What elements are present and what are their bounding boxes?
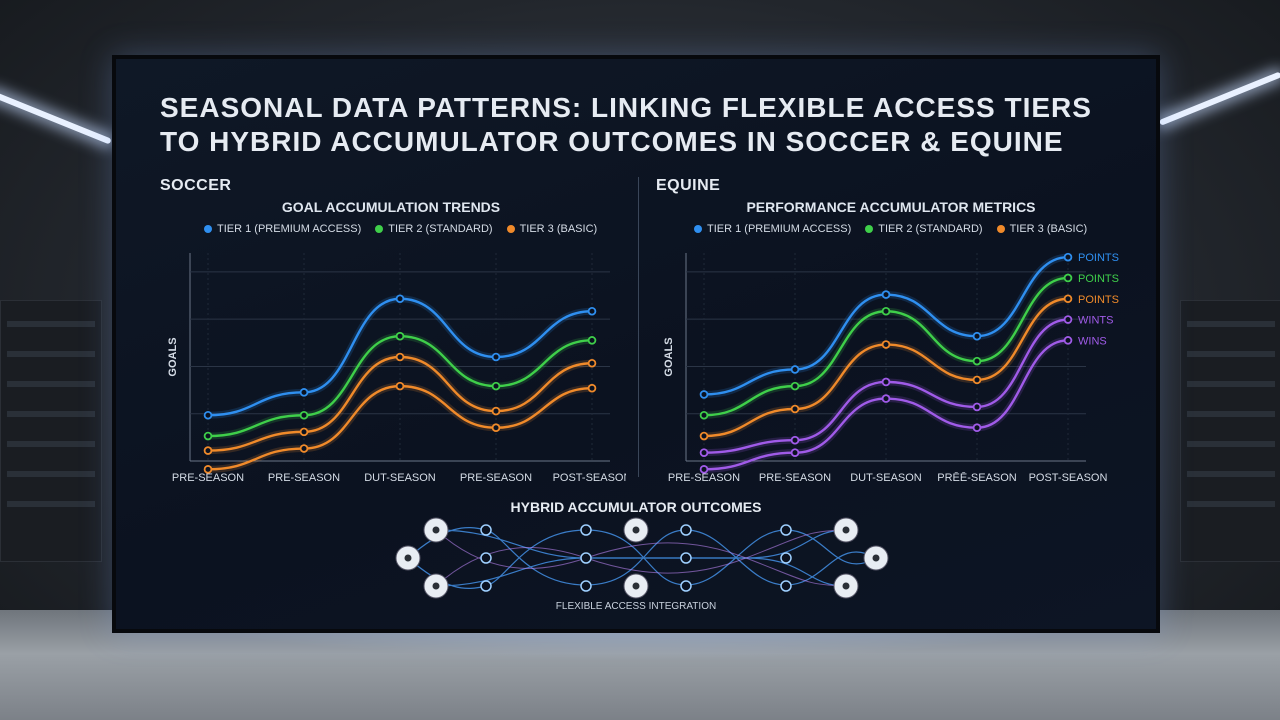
- data-point: [395, 331, 405, 341]
- page-title: SEASONAL DATA PATTERNS: LINKING FLEXIBLE…: [160, 92, 1092, 157]
- section-divider: [638, 177, 639, 477]
- x-tick-label: PRE-SEASON: [759, 472, 831, 484]
- data-point: [1063, 252, 1073, 262]
- data-point: [881, 306, 891, 316]
- data-point: [881, 377, 891, 387]
- legend-item-tier3: TIER 3 (BASIC): [996, 223, 1087, 235]
- hybrid-outcomes-title: HYBRID ACCUMULATOR OUTCOMES: [510, 499, 762, 515]
- equine-section-label: EQUINE: [656, 177, 721, 194]
- y-axis-label: GOALS: [663, 337, 675, 376]
- data-point: [299, 388, 309, 397]
- data-point: [972, 356, 982, 366]
- data-point: [972, 375, 982, 385]
- hybrid-network-diagram: [395, 517, 889, 599]
- server-rack-left: [0, 300, 102, 562]
- data-point: [203, 410, 213, 420]
- legend-item-tier1: TIER 1 (PREMIUM ACCESS): [204, 223, 361, 235]
- data-point: [972, 331, 982, 341]
- data-point: [699, 465, 709, 474]
- data-point: [395, 352, 405, 362]
- series-end-label: WINTS: [1078, 315, 1113, 327]
- data-point: [491, 423, 501, 433]
- x-tick-label: DUT-SEASON: [850, 472, 922, 484]
- data-point: [203, 465, 213, 474]
- x-tick-label: PRE-SEASON: [668, 472, 740, 484]
- data-point: [395, 294, 405, 304]
- data-point: [1063, 336, 1073, 345]
- data-point: [972, 423, 982, 433]
- data-point: [491, 406, 501, 416]
- legend-item-tier2: TIER 2 (STANDARD): [375, 223, 493, 235]
- legend-item-tier2: TIER 2 (STANDARD): [865, 223, 983, 235]
- x-tick-label: PRE-SEASON: [460, 472, 532, 484]
- x-tick-label: DUT-SEASON: [364, 472, 436, 484]
- x-tick-label: POST-SEASON: [553, 472, 626, 484]
- data-point: [699, 390, 709, 399]
- series-end-label: WINS: [1078, 335, 1107, 347]
- x-tick-label: POST-SEASON: [1029, 472, 1108, 484]
- data-point: [587, 306, 597, 316]
- legend-item-tier1: TIER 1 (PREMIUM ACCESS): [694, 223, 851, 235]
- data-point: [299, 410, 309, 420]
- data-point: [1063, 294, 1073, 304]
- series-end-label: POINTS: [1078, 273, 1119, 285]
- data-point: [790, 448, 800, 457]
- data-point: [790, 435, 800, 445]
- legend-item-tier3: TIER 3 (BASIC): [506, 223, 597, 235]
- data-point: [881, 394, 891, 403]
- display-screen: SEASONAL DATA PATTERNS: LINKING FLEXIBLE…: [112, 55, 1160, 633]
- data-point: [203, 431, 213, 441]
- soccer-goal-chart: GOALS PRE-SEASON PRE-SEASON DUT-SEASON PRE-S…: [167, 253, 626, 484]
- x-tick-label: PRĒĒ-SEASON: [937, 472, 1017, 484]
- data-point: [299, 444, 309, 453]
- data-point: [881, 290, 891, 299]
- data-point: [491, 381, 501, 391]
- data-point: [203, 446, 213, 455]
- data-point: [699, 448, 709, 457]
- data-point: [395, 381, 405, 391]
- data-point: [587, 336, 597, 345]
- soccer-chart-title: GOAL ACCUMULATION TRENDS: [281, 199, 501, 215]
- x-tick-label: PRE-SEASON: [268, 472, 340, 484]
- data-point: [790, 365, 800, 374]
- data-point: [587, 383, 597, 393]
- data-point: [299, 427, 309, 437]
- data-point: [699, 431, 709, 441]
- series-end-label: POINTS: [1078, 252, 1119, 264]
- data-point: [972, 402, 982, 412]
- data-point: [699, 410, 709, 420]
- equine-chart-title: PERFORMANCE ACCUMULATOR METRICS: [746, 199, 1036, 215]
- equine-metrics-chart: GOALS PRE-SEASON PRE-SEASON DUT-SEASON PRĒĒ-…: [663, 252, 1119, 484]
- series-end-label: POINTS: [1078, 294, 1119, 306]
- hybrid-outcomes-subtitle: FLEXIBLE ACCESS INTEGRATION: [555, 601, 717, 612]
- server-rack-right: [1180, 300, 1280, 562]
- x-tick-label: PRE-SEASON: [172, 472, 244, 484]
- data-point: [1063, 315, 1073, 324]
- data-point: [1063, 273, 1073, 283]
- data-point: [491, 352, 501, 362]
- data-point: [790, 381, 800, 391]
- y-axis-label: GOALS: [167, 337, 179, 376]
- soccer-legend: TIER 1 (PREMIUM ACCESS) TIER 2 (STANDARD…: [204, 223, 597, 235]
- data-point: [881, 340, 891, 349]
- equine-legend: TIER 1 (PREMIUM ACCESS) TIER 2 (STANDARD…: [694, 223, 1087, 235]
- soccer-section-label: SOCCER: [160, 177, 232, 194]
- data-point: [587, 358, 597, 368]
- data-point: [790, 404, 800, 414]
